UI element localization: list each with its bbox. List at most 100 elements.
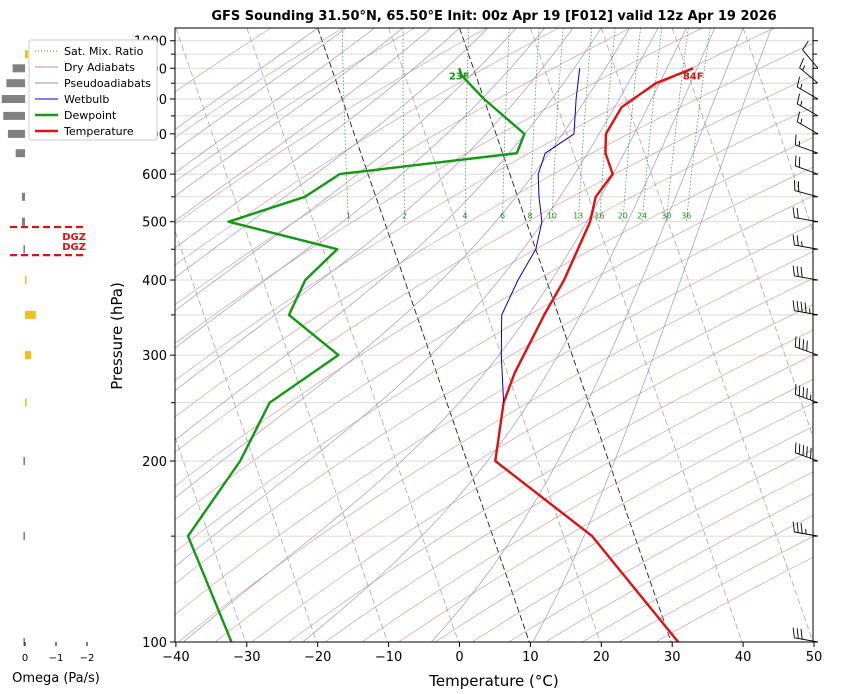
dry-adiabat	[471, 449, 813, 642]
wind-barb-flag	[798, 385, 801, 396]
isotherm	[742, 28, 813, 233]
omega-bar	[25, 398, 27, 407]
mixing-ratio-line	[665, 28, 689, 222]
surface-temp-label: 84F	[683, 71, 704, 82]
legend: Sat. Mix. Ratio Dry Adiabats Pseudoadiabat…	[28, 39, 158, 141]
pseudoadiabat	[175, 28, 404, 197]
mixing-ratio-label: 36	[681, 212, 691, 221]
x-tick-label: −40	[162, 650, 189, 665]
isotherm-highlight	[459, 28, 672, 642]
omega-bar	[1, 95, 26, 103]
wind-barb-flag	[806, 340, 808, 352]
wind-barb-staff	[796, 86, 819, 100]
mixing-ratio-line	[502, 28, 510, 222]
mixing-ratio-label: 6	[500, 212, 505, 221]
omega-bar	[6, 79, 26, 88]
x-tick-label: −10	[375, 650, 402, 665]
wind-barb-flag	[794, 336, 797, 347]
pseudoadiabat	[175, 28, 432, 222]
dry-adiabat	[361, 379, 813, 642]
mixing-ratio-label: 4	[463, 212, 468, 221]
legend-entry: Sat. Mix. Ratio	[64, 45, 144, 58]
dry-adiabat	[175, 195, 813, 585]
sounding-series	[186, 67, 694, 642]
isotherm	[671, 28, 813, 438]
wind-barb-flag	[802, 445, 805, 456]
wind-barb-flag	[796, 207, 799, 219]
pseudoadiabat	[430, 28, 744, 642]
wind-barb-staff	[796, 103, 819, 117]
y-tick-label: 400	[142, 274, 167, 289]
dry-adiabat	[175, 28, 559, 266]
wind-barbs	[792, 40, 819, 643]
omega-bar	[25, 50, 29, 59]
wind-barb-flag	[792, 265, 795, 276]
y-tick-label: 200	[142, 455, 167, 470]
omega-bar	[23, 457, 25, 465]
omega-bar	[23, 638, 25, 646]
pseudoadiabat	[175, 28, 630, 499]
x-axis-label: Temperature (°C)	[428, 672, 558, 690]
mixing-ratio-label: 24	[637, 212, 647, 221]
wind-barb-flag	[800, 522, 803, 534]
wind-barb-flag	[798, 443, 801, 455]
wind-barb-flag	[802, 339, 805, 350]
x-tick-label: −20	[304, 650, 331, 665]
mixing-ratio-line	[622, 28, 641, 222]
omega-bar	[3, 111, 26, 120]
wind-barb-half	[800, 118, 803, 125]
wind-barb-flag	[792, 207, 795, 218]
mixing-ratio-line	[599, 28, 616, 222]
mixing-ratio-line	[464, 28, 470, 222]
wind-barb-half	[800, 83, 803, 90]
wind-barb-flag	[794, 134, 797, 146]
mixing-ratio-line	[577, 28, 593, 222]
dry-adiabat	[175, 28, 703, 344]
omega-bar	[12, 64, 25, 73]
axis-labels: 84F 23F −40 −30 −20 −10 0 10 20 30 40 50 100 200 300 40…	[134, 35, 822, 665]
dry-adiabat	[508, 471, 813, 642]
omega-bar	[23, 532, 25, 541]
y-tick-label: 300	[142, 349, 167, 364]
isotherm	[175, 28, 388, 642]
pseudoadiabat	[175, 28, 347, 152]
pseudoadiabat	[175, 28, 545, 349]
mixing-ratio-label: 8	[527, 212, 532, 221]
dry-adiabat	[175, 137, 813, 521]
wind-barb-flag	[800, 301, 803, 313]
wind-barb-staff	[794, 275, 819, 281]
legend-box	[28, 39, 158, 141]
wind-barb-flag	[796, 522, 799, 533]
plot-border	[174, 27, 814, 643]
wind-barb-flag	[804, 302, 807, 313]
omega-bar	[7, 129, 26, 138]
dry-adiabat	[178, 251, 813, 642]
omega-bar	[21, 192, 25, 201]
omega-bar	[25, 276, 27, 284]
series-line-wetbulb	[500, 68, 581, 403]
dry-adiabat	[288, 329, 813, 642]
pseudoadiabat	[302, 28, 716, 642]
x-tick-label: 40	[735, 650, 752, 665]
wind-barb-flag	[798, 337, 801, 349]
wind-barb-flag	[796, 93, 801, 105]
dry-adiabat	[251, 304, 813, 642]
legend-entry: Pseudoadiabats	[64, 77, 151, 90]
x-tick-label: 10	[522, 650, 539, 665]
omega-bar	[21, 217, 25, 226]
wind-barb-flag	[799, 58, 805, 68]
omega-tick-label: −1	[49, 653, 64, 664]
mixing-ratio-label: 13	[573, 212, 583, 221]
y-tick-label: 100	[142, 636, 167, 651]
dgz-label: DGZ	[62, 242, 86, 253]
wind-barb-flag	[796, 111, 801, 123]
wind-barb-flag	[794, 155, 797, 166]
wind-barb-flag	[806, 388, 808, 399]
mixing-ratio-label: 30	[661, 212, 671, 221]
pseudoadiabat	[183, 28, 687, 642]
dry-adiabat	[655, 556, 813, 642]
wind-barb-flag	[802, 386, 805, 398]
mixing-ratio-line	[551, 28, 564, 222]
